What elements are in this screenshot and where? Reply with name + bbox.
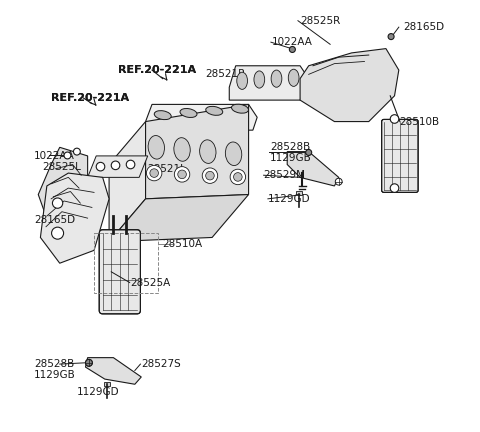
Ellipse shape xyxy=(271,70,282,87)
Ellipse shape xyxy=(288,69,299,86)
Circle shape xyxy=(336,178,342,185)
Circle shape xyxy=(205,172,214,180)
Circle shape xyxy=(150,169,158,178)
Circle shape xyxy=(52,198,63,208)
Text: 28521L: 28521L xyxy=(148,164,187,174)
Circle shape xyxy=(234,173,242,181)
Text: REF.20-221A: REF.20-221A xyxy=(51,93,129,103)
Ellipse shape xyxy=(231,104,249,113)
Text: 28528B: 28528B xyxy=(34,359,74,369)
Circle shape xyxy=(174,167,190,182)
Text: 28165D: 28165D xyxy=(34,215,75,226)
Circle shape xyxy=(85,359,92,366)
Ellipse shape xyxy=(200,140,216,163)
Ellipse shape xyxy=(254,71,264,88)
Bar xyxy=(296,191,302,195)
Text: 28527S: 28527S xyxy=(141,359,181,369)
Polygon shape xyxy=(85,358,141,384)
Ellipse shape xyxy=(226,142,242,165)
Circle shape xyxy=(51,227,63,239)
Text: REF.20-221A: REF.20-221A xyxy=(118,65,196,75)
Text: 28529M: 28529M xyxy=(264,170,306,180)
Circle shape xyxy=(390,115,399,123)
Ellipse shape xyxy=(237,72,248,89)
Polygon shape xyxy=(229,66,309,100)
Circle shape xyxy=(230,169,246,184)
Polygon shape xyxy=(38,147,88,233)
Text: 1129GD: 1129GD xyxy=(268,194,311,204)
Text: 1129GB: 1129GB xyxy=(270,153,312,163)
Text: REF.20-221A: REF.20-221A xyxy=(51,93,129,103)
Circle shape xyxy=(390,184,399,192)
Circle shape xyxy=(202,168,218,183)
Ellipse shape xyxy=(180,108,197,118)
Ellipse shape xyxy=(174,138,190,161)
Circle shape xyxy=(126,160,135,169)
Polygon shape xyxy=(287,152,339,186)
FancyBboxPatch shape xyxy=(99,230,141,314)
Text: 1022AA: 1022AA xyxy=(272,37,313,47)
Circle shape xyxy=(306,149,312,156)
Ellipse shape xyxy=(154,111,171,120)
Polygon shape xyxy=(145,105,257,130)
Text: 28165D: 28165D xyxy=(403,22,444,32)
Text: 1129GB: 1129GB xyxy=(34,370,76,380)
Ellipse shape xyxy=(206,106,223,115)
Text: 28525R: 28525R xyxy=(300,16,340,25)
Polygon shape xyxy=(145,105,249,199)
Circle shape xyxy=(388,34,394,40)
Circle shape xyxy=(64,152,71,159)
FancyBboxPatch shape xyxy=(382,119,418,192)
Circle shape xyxy=(111,161,120,170)
Circle shape xyxy=(289,47,295,52)
Text: 28521R: 28521R xyxy=(205,70,246,79)
Circle shape xyxy=(73,148,80,155)
Circle shape xyxy=(178,170,186,179)
Circle shape xyxy=(146,165,162,181)
Text: 28510A: 28510A xyxy=(163,239,203,249)
Ellipse shape xyxy=(148,136,165,159)
Circle shape xyxy=(85,359,92,366)
Text: 1022AA: 1022AA xyxy=(34,151,75,161)
Polygon shape xyxy=(109,194,249,242)
Polygon shape xyxy=(109,121,145,242)
Text: 1129GD: 1129GD xyxy=(77,387,120,397)
Text: 28528B: 28528B xyxy=(270,142,310,152)
Text: 28510B: 28510B xyxy=(399,117,439,127)
Polygon shape xyxy=(88,156,148,178)
Text: REF.20-221A: REF.20-221A xyxy=(118,65,196,75)
Circle shape xyxy=(96,162,105,171)
Polygon shape xyxy=(300,49,399,121)
Bar xyxy=(104,382,110,386)
Text: 28525L: 28525L xyxy=(43,162,82,172)
Text: 28525A: 28525A xyxy=(131,277,171,288)
Polygon shape xyxy=(40,173,109,263)
